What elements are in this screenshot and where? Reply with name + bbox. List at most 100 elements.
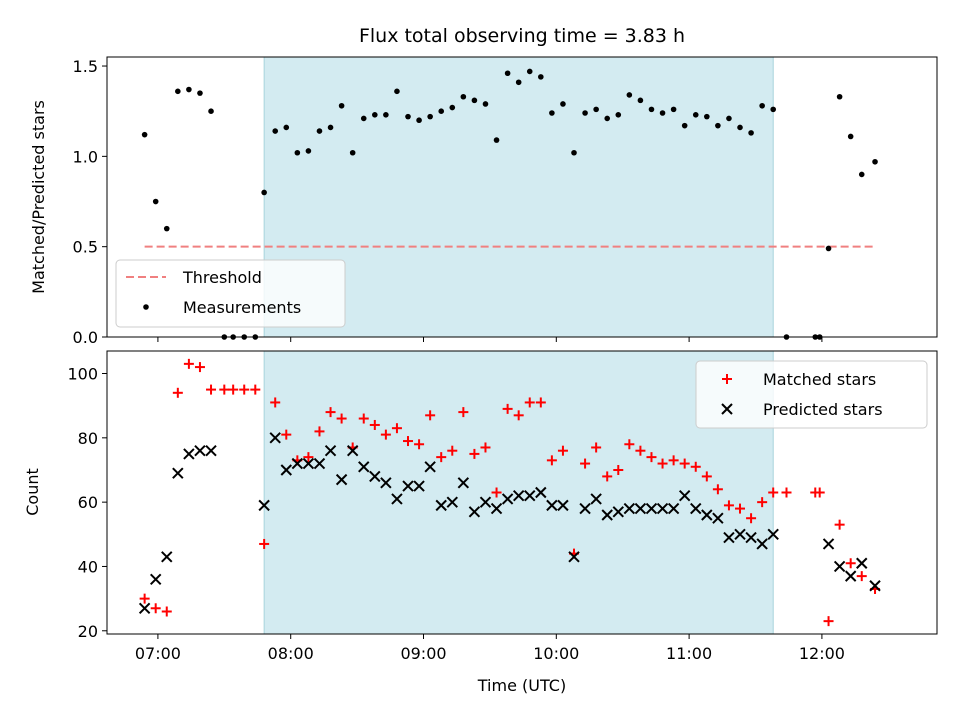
predicted-star-point	[601, 509, 613, 521]
measurement-point	[526, 68, 533, 75]
measurement-point	[197, 90, 203, 96]
matched-star-point	[150, 603, 161, 614]
predicted-star-point	[149, 573, 162, 586]
measurement-point	[704, 113, 710, 120]
matched-star-point	[270, 397, 281, 408]
matched-star-point	[513, 410, 524, 421]
matched-star-point	[436, 452, 447, 463]
measurement-point	[659, 110, 666, 116]
measurement-point	[836, 93, 843, 100]
measurement-point	[416, 117, 422, 124]
predicted-star-point	[435, 499, 447, 512]
top-y-tick-label: 1.0	[73, 147, 98, 166]
matched-star-point	[403, 436, 414, 447]
matched-star-point	[856, 571, 867, 582]
matched-star-point	[250, 384, 261, 395]
matched-star-point	[701, 471, 712, 482]
measurement-point	[759, 102, 765, 109]
measurement-point	[449, 104, 456, 111]
measurement-point	[670, 106, 677, 113]
measurement-point	[549, 110, 555, 116]
matched-star-point	[535, 397, 546, 408]
predicted-star-point	[446, 496, 458, 508]
top-y-tick-label: 1.5	[73, 57, 98, 76]
top-legend-box	[115, 259, 346, 328]
predicted-star-point	[634, 502, 647, 515]
predicted-star-point	[380, 477, 392, 489]
predicted-star-point	[346, 444, 359, 457]
matched-star-point	[834, 519, 845, 530]
bottom-y-tick-label: 100	[67, 365, 98, 384]
bottom-legend-box	[695, 360, 928, 429]
measurement-point	[825, 245, 832, 252]
measurement-point	[681, 122, 688, 129]
measurement-point	[504, 70, 511, 77]
top-y-tick-label: 0.5	[73, 238, 98, 257]
matched-star-point	[502, 403, 513, 414]
matched-star-point	[524, 397, 535, 408]
matched-star-point	[646, 452, 657, 463]
predicted-star-point	[512, 490, 525, 502]
measurement-point	[175, 88, 181, 95]
predicted-star-point	[579, 502, 591, 515]
matched-star-point	[325, 407, 336, 418]
bottom-y-tick-label: 60	[78, 493, 98, 512]
measurement-point	[272, 128, 279, 134]
top-y-tick-label: 0.0	[73, 328, 98, 347]
measurement-point	[493, 137, 500, 143]
measurement-point	[648, 106, 655, 113]
matched-star-point	[259, 538, 270, 549]
measurement-point	[360, 115, 367, 122]
measurement-point	[141, 131, 148, 138]
predicted-star-point	[490, 502, 503, 515]
legend-predicted-swatch	[721, 403, 733, 415]
matched-star-point	[657, 458, 668, 469]
matched-star-point	[458, 407, 469, 418]
predicted-star-point	[623, 502, 636, 515]
matched-star-point	[823, 616, 834, 627]
predicted-star-point	[258, 499, 270, 512]
predicted-star-point	[172, 467, 184, 479]
matched-star-point	[380, 429, 391, 440]
predicted-star-point	[745, 531, 757, 544]
predicted-star-point	[302, 457, 315, 470]
matched-star-point	[757, 497, 768, 508]
predicted-star-point	[568, 551, 580, 563]
predicted-star-point	[402, 480, 414, 492]
predicted-star-point	[324, 444, 337, 457]
matched-star-point	[447, 445, 458, 456]
predicted-star-point	[667, 502, 680, 515]
measurement-point	[726, 115, 732, 122]
measurement-point	[394, 88, 400, 95]
measurement-point	[737, 124, 743, 131]
predicted-star-point	[734, 528, 746, 541]
matched-star-point	[768, 487, 779, 498]
measurement-point	[560, 101, 566, 107]
measurement-point	[427, 113, 433, 120]
predicted-star-point	[468, 506, 481, 518]
predicted-star-point	[391, 493, 403, 505]
measurement-point	[571, 149, 577, 156]
measurement-point	[582, 110, 588, 116]
bottom-x-tick-label: 07:00	[135, 644, 181, 663]
x-axis-label: Time (UTC)	[477, 676, 566, 695]
measurement-point	[163, 225, 170, 232]
bottom-y-tick-label: 80	[78, 429, 98, 448]
bottom-panel: 20 40 60 80 100 07:00 08:00 09:00 10:00 11:00 12:0…	[67, 350, 938, 663]
measurement-point	[261, 189, 267, 196]
measurement-point	[770, 106, 777, 113]
predicted-star-point	[557, 499, 569, 512]
predicted-star-point	[269, 432, 281, 444]
matched-star-point	[690, 461, 701, 472]
predicted-star-point	[501, 493, 514, 505]
top-panel: 0.0 0.5 1.0 1.5 Threshold Measurements	[73, 56, 938, 347]
legend-matched-swatch	[722, 374, 732, 384]
predicted-star-point	[869, 580, 881, 592]
chart-title: Flux total observing time = 3.83 h	[359, 25, 685, 47]
measurement-point	[349, 149, 356, 156]
predicted-star-point	[291, 457, 304, 470]
matched-star-point	[814, 487, 825, 498]
measurement-point	[748, 130, 754, 136]
measurement-point	[471, 97, 478, 104]
